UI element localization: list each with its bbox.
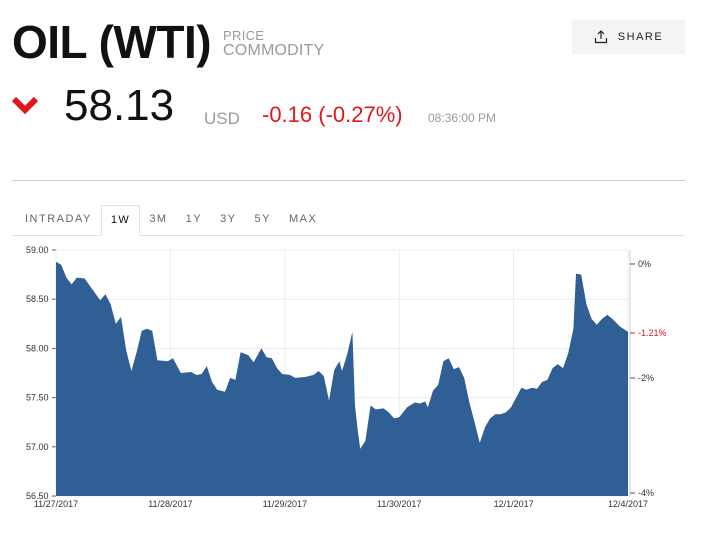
tab-3m[interactable]: 3M	[149, 213, 168, 225]
price-chart[interactable]: 59.00 58.50 58.00 57.50 57.00 56.5011/27/2017…	[0, 238, 712, 518]
y-tick-label: 58.50	[26, 294, 49, 304]
x-tick-label: 11/30/2017	[377, 499, 421, 509]
x-tick-label: 12/1/2017	[494, 499, 534, 509]
right-tick-label: -4%	[638, 488, 654, 498]
x-tick-label: 11/29/2017	[263, 499, 307, 509]
y-tick-label: 57.00	[26, 442, 49, 452]
share-icon	[594, 30, 607, 44]
price-area	[56, 261, 628, 496]
price-change: -0.16 (-0.27%)	[262, 102, 403, 127]
x-tick-label: 11/28/2017	[148, 499, 192, 509]
tab-5y[interactable]: 5Y	[254, 213, 271, 225]
current-marker-label: -1.21%	[638, 328, 667, 338]
currency: USD	[204, 109, 240, 128]
share-button[interactable]: SHARE	[572, 20, 685, 54]
tab-max[interactable]: MAX	[289, 213, 318, 225]
tab-intraday[interactable]: INTRADAY	[25, 213, 92, 225]
divider	[12, 180, 685, 181]
tab-1y[interactable]: 1Y	[185, 213, 203, 225]
tab-1w[interactable]: 1W	[100, 205, 141, 236]
tab-3y[interactable]: 3Y	[220, 213, 237, 225]
quote-time: 08:36:00 PM	[428, 111, 497, 125]
x-tick-label: 12/4/2017	[608, 499, 648, 509]
instrument-type-line1: PRICE	[223, 28, 265, 43]
header: OIL (WTI) PRICE COMMODITY	[12, 14, 324, 70]
y-tick-label: 58.00	[26, 343, 49, 353]
y-tick-label: 56.50	[26, 491, 49, 501]
instrument-type: PRICE COMMODITY	[223, 28, 325, 59]
page-title: OIL (WTI)	[12, 16, 212, 68]
y-tick-label: 59.00	[26, 245, 49, 255]
right-tick-label: 0%	[638, 259, 651, 269]
range-tabs: INTRADAY 1W 3M 1Y 3Y 5Y MAX	[12, 205, 685, 236]
y-tick-label: 57.50	[26, 393, 49, 403]
x-tick-label: 11/27/2017	[34, 499, 78, 509]
right-tick-label: -2%	[638, 373, 654, 383]
instrument-type-line2: COMMODITY	[223, 42, 325, 59]
chevron-down-icon	[12, 97, 38, 115]
last-price: 58.13	[64, 81, 175, 130]
share-label: SHARE	[617, 31, 664, 43]
